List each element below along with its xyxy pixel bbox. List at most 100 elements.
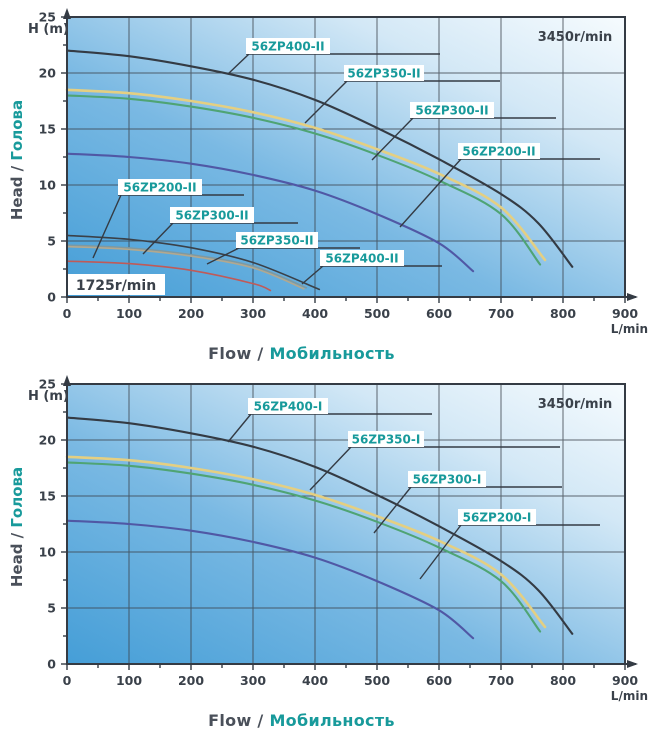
callout-leader-line	[142, 222, 174, 255]
callout-56ZP350-II-1725: 56ZP350-II	[206, 232, 360, 265]
callout-leader-line	[309, 446, 352, 491]
x-tick-label: 400	[302, 306, 328, 321]
callout-leader-line	[371, 117, 414, 161]
callout-label: 56ZP200-II	[462, 145, 535, 159]
tick-labels: 0 100 200 300 400 500 600 700 800 900 25 20 15 10 5 0 L/…	[28, 10, 648, 337]
x-axis-title-top: Flow / Мобильность	[0, 344, 633, 363]
curve-56ZP350-II	[65, 88, 547, 262]
curve-56ZP350-II-1725	[66, 244, 308, 289]
y-title-prefix: Head /	[8, 528, 26, 588]
y-tick-label: 25	[39, 10, 56, 25]
y-title-main: Голова	[8, 467, 26, 528]
callout-box	[118, 179, 202, 195]
x-tick-label: 700	[488, 673, 514, 688]
callout-box	[320, 250, 404, 266]
speed-label-3450: 3450r/min	[538, 397, 613, 412]
callout-box	[248, 398, 328, 414]
callout-leader-line	[419, 524, 462, 580]
y-tick-label: 5	[47, 601, 56, 616]
y-title-main: Голова	[8, 100, 26, 161]
x-tick-label: 900	[612, 673, 638, 688]
callout-box	[246, 38, 330, 54]
y-tick-label: 25	[39, 377, 56, 392]
curves	[65, 416, 574, 640]
y-title-prefix: Head /	[8, 161, 26, 221]
x-title-prefix: Flow /	[208, 344, 264, 363]
y-tick-label: 20	[39, 66, 57, 81]
y-axis-unit: H (m)	[28, 22, 69, 37]
callout-box	[458, 509, 536, 525]
callout-leader-line	[206, 247, 240, 265]
x-tick-label: 0	[63, 673, 72, 688]
callout-56ZP350-I: 56ZP350-I	[309, 431, 560, 491]
x-tick-label: 600	[426, 306, 452, 321]
y-tick-label: 10	[39, 545, 57, 560]
x-tick-label: 600	[426, 673, 452, 688]
y-axis-title: Head / Голова	[8, 467, 26, 587]
callout-box	[410, 102, 494, 118]
y-axis-title: Head / Голова	[8, 100, 26, 220]
y-tick-label: 10	[39, 178, 57, 193]
pump-curve-chart-top: 0 100 200 300 400 500 600 700 800 900 25 20 15 10 5 0 L/…	[8, 8, 648, 337]
callout-56ZP200-II-1725: 56ZP200-II	[92, 179, 244, 259]
callout-label: 56ZP400-II	[251, 40, 324, 54]
x-tick-label: 200	[178, 306, 204, 321]
callout-56ZP300-II: 56ZP300-II	[371, 102, 556, 161]
x-axis-unit: L/min	[611, 689, 648, 703]
curve-56ZP400-II	[65, 49, 574, 268]
curves	[65, 49, 574, 292]
x-tick-label: 700	[488, 306, 514, 321]
callout-label: 56ZP350-II	[347, 67, 420, 81]
callout-label: 56ZP400-II	[325, 252, 398, 266]
y-axis-arrow-icon	[63, 375, 71, 386]
y-tick-label: 0	[47, 657, 56, 672]
chart-block-top: 0 100 200 300 400 500 600 700 800 900 25 20 15 10 5 0 L/…	[0, 2, 663, 363]
axis-ticks	[61, 16, 626, 303]
y-axis-unit: H (m)	[28, 389, 69, 404]
speed-label-1725: 1725r/min	[76, 278, 156, 294]
callout-leader-line	[304, 80, 348, 124]
callout-label: 56ZP350-II	[240, 234, 313, 248]
y-tick-label: 0	[47, 290, 56, 305]
x-title-main: Мобильность	[269, 711, 395, 730]
x-tick-label: 300	[240, 673, 266, 688]
callout-56ZP400-II: 56ZP400-II	[227, 38, 440, 75]
x-tick-label: 500	[364, 306, 390, 321]
callout-label: 56ZP300-I	[413, 473, 482, 487]
callout-56ZP300-I: 56ZP300-I	[373, 471, 562, 534]
x-tick-label: 0	[63, 306, 72, 321]
y-axis-arrow-icon	[63, 8, 71, 19]
curve-56ZP200-II	[65, 152, 475, 273]
curve-56ZP200-I	[65, 519, 475, 640]
callout-label: 56ZP300-II	[415, 104, 488, 118]
x-tick-label: 400	[302, 673, 328, 688]
y-tick-label: 15	[39, 122, 56, 137]
speed-label-1725-box	[68, 274, 165, 295]
y-tick-label: 20	[39, 433, 57, 448]
curve-56ZP200-II-1725	[66, 260, 272, 292]
axis-ticks	[61, 383, 626, 670]
callout-56ZP400-I: 56ZP400-I	[227, 398, 432, 443]
callout-box	[348, 431, 424, 447]
x-tick-label: 500	[364, 673, 390, 688]
callout-leader-line	[399, 158, 462, 228]
callout-box	[458, 143, 540, 159]
callout-leader-line	[301, 265, 324, 285]
chart-block-bottom: 0 100 200 300 400 500 600 700 800 900 25 20 15 10 5 0 L/…	[0, 369, 663, 730]
x-tick-label: 300	[240, 306, 266, 321]
curve-56ZP300-II-1725	[66, 245, 305, 290]
tick-labels: 0 100 200 300 400 500 600 700 800 900 25 20 15 10 5 0 L/…	[28, 377, 648, 704]
callout-leader-line	[227, 53, 250, 75]
x-title-prefix: Flow /	[208, 711, 264, 730]
x-tick-label: 200	[178, 673, 204, 688]
curve-56ZP300-II	[65, 94, 542, 266]
callout-box	[344, 65, 424, 81]
curve-56ZP300-I	[65, 461, 542, 633]
x-axis-unit: L/min	[611, 322, 648, 336]
curve-56ZP400-I	[65, 416, 574, 635]
x-title-main: Мобильность	[269, 344, 395, 363]
callout-label: 56ZP350-I	[352, 433, 421, 447]
pump-curve-chart-bottom: 0 100 200 300 400 500 600 700 800 900 25 20 15 10 5 0 L/…	[8, 375, 648, 704]
x-tick-label: 100	[116, 673, 142, 688]
